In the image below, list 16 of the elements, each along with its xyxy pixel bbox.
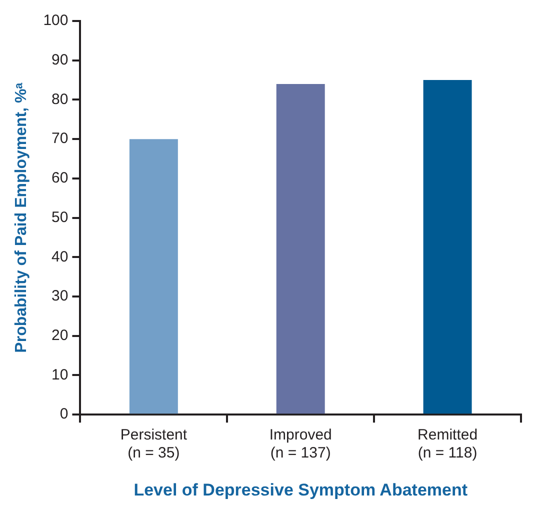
y-tick-label: 100 — [43, 12, 68, 30]
x-tick-label: Remitted (n = 118) — [418, 426, 478, 462]
y-tick-label: 60 — [52, 170, 68, 187]
y-tick-label: 70 — [52, 130, 68, 148]
x-axis-title: Level of Depressive Symptom Abatement — [134, 480, 468, 500]
y-tick-label: 40 — [52, 248, 68, 266]
y-tick-label: 50 — [52, 208, 68, 226]
y-tick-label: 20 — [52, 327, 68, 344]
x-tick-label: Persistent (n = 35) — [120, 426, 188, 462]
x-tick-label: Improved (n = 137) — [269, 426, 332, 462]
y-tick-label: 90 — [52, 52, 68, 68]
y-tick-label: 30 — [52, 288, 68, 305]
y-tick-label: 80 — [52, 90, 68, 108]
y-axis-title: Probability of Paid Employment, %ᵃ — [13, 82, 30, 353]
y-tick-label: 0 — [60, 406, 68, 423]
y-tick-label: 10 — [52, 366, 68, 384]
